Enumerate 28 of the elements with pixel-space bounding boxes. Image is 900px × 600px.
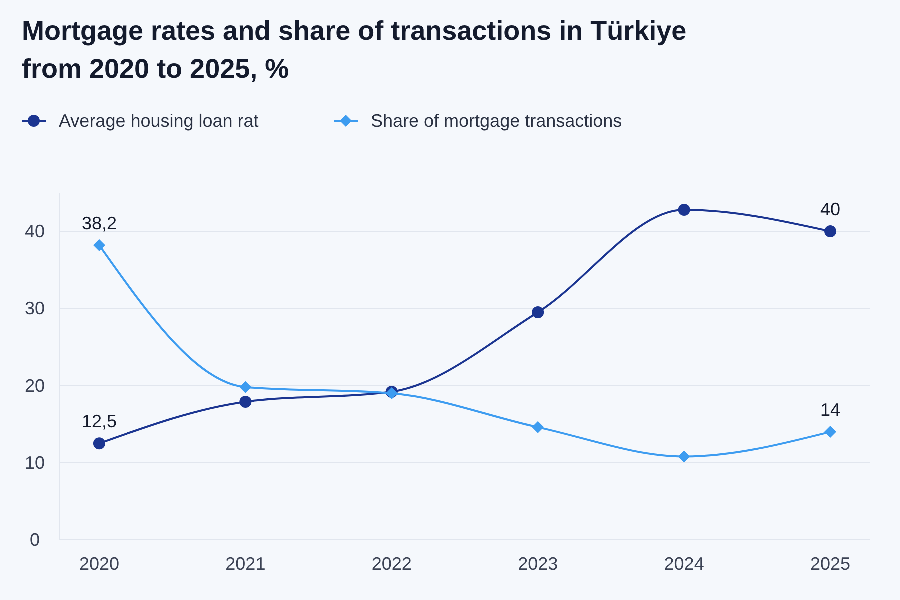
point bbox=[93, 239, 106, 252]
x-tick-label: 2025 bbox=[810, 554, 851, 574]
point bbox=[532, 306, 544, 319]
point bbox=[240, 396, 252, 408]
chart-title: Mortgage rates and share of transactions in Türkiye from 2020 to 2025, % bbox=[22, 16, 687, 84]
data-label: 40 bbox=[820, 200, 841, 220]
point bbox=[240, 381, 252, 394]
point bbox=[678, 204, 690, 216]
x-tick-label: 2021 bbox=[226, 554, 266, 574]
x-tick-label: 2022 bbox=[372, 554, 412, 574]
y-tick-label: 0 bbox=[30, 530, 40, 550]
y-tick-label: 10 bbox=[24, 452, 46, 473]
x-tick-label: 2023 bbox=[518, 554, 558, 574]
y-tick-label: 30 bbox=[24, 298, 46, 319]
y-tick-label: 40 bbox=[24, 222, 46, 242]
point bbox=[824, 226, 837, 238]
data-label: 12,5 bbox=[82, 412, 117, 432]
data-label: 14 bbox=[820, 400, 841, 420]
legend-label: Share of mortgage transactions bbox=[371, 111, 622, 131]
point bbox=[678, 450, 690, 463]
y-tick-label: 20 bbox=[24, 376, 46, 396]
x-tick-label: 2020 bbox=[79, 554, 120, 574]
data-label: 38,2 bbox=[82, 213, 117, 234]
point bbox=[532, 421, 544, 434]
point bbox=[93, 438, 106, 450]
x-tick-label: 2024 bbox=[664, 554, 704, 574]
legend-label: Average housing loan rat bbox=[59, 111, 259, 131]
point bbox=[824, 426, 837, 438]
